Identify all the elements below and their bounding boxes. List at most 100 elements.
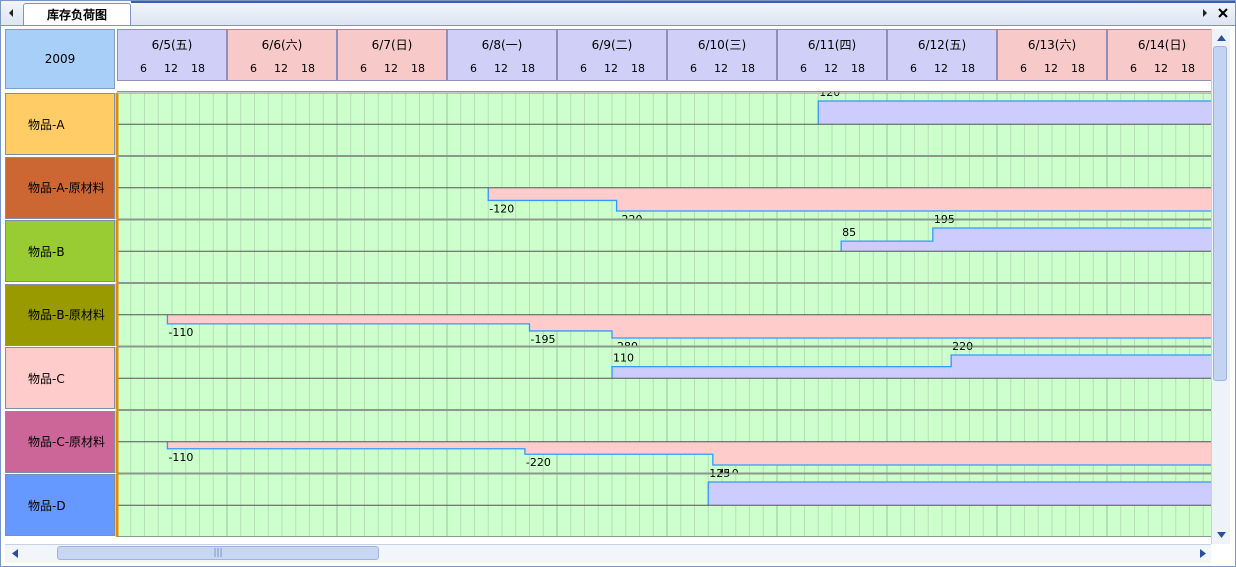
hour-tick-label: 18 (521, 62, 535, 75)
value-label: -120 (489, 202, 514, 215)
day-header-cell: 6/13(六) 6 12 18 (997, 29, 1107, 81)
hour-tick-label: 12 (604, 62, 618, 75)
day-header-cell: 6/6(六) 6 12 18 (227, 29, 337, 81)
tab-strip-accent (131, 1, 1235, 3)
day-header: 6/5(五) 6 12 18 6/6(六) 6 12 18 6/7(日) 6 12 18 6/8(一) 6… (117, 29, 1217, 83)
value-label: 85 (842, 226, 856, 239)
hour-tick-label: 18 (411, 62, 425, 75)
tab-scroll-right-icon[interactable] (1197, 5, 1213, 21)
stock-line (840, 227, 1213, 252)
row-label[interactable]: 物品-B (5, 220, 115, 282)
row-label[interactable]: 物品-C-原材料 (5, 410, 115, 473)
scroll-up-icon[interactable] (1213, 31, 1229, 45)
scroll-down-icon[interactable] (1213, 528, 1229, 542)
day-header-cell: 6/5(五) 6 12 18 (117, 29, 227, 81)
stock-bar (951, 355, 1213, 379)
stock-line (166, 441, 1213, 466)
day-label: 6/8(一) (481, 38, 523, 52)
hour-tick-label: 12 (274, 62, 288, 75)
hour-tick-label: 6 (690, 62, 697, 75)
hour-tick-label: 12 (1044, 62, 1058, 75)
row-label[interactable]: 物品-D (5, 474, 115, 536)
value-label: 110 (613, 352, 634, 365)
stock-line (487, 187, 1213, 212)
stock-bar (818, 101, 1213, 125)
tab-scroll-left-icon[interactable] (3, 5, 19, 21)
stock-bar (841, 241, 933, 252)
hour-tick-label: 18 (631, 62, 645, 75)
row-label[interactable]: 物品-A-原材料 (5, 156, 115, 219)
hour-tick-label: 6 (800, 62, 807, 75)
day-header-cell: 6/9(二) 6 12 18 (557, 29, 667, 81)
header-separator (117, 81, 1213, 92)
year-corner: 2009 (5, 29, 115, 89)
stock-line (611, 354, 1213, 379)
hour-tick-label: 6 (910, 62, 917, 75)
hour-tick-label: 6 (360, 62, 367, 75)
day-label: 6/10(三) (697, 38, 747, 52)
hour-tick-label: 12 (714, 62, 728, 75)
tab-inventory-load[interactable]: 库存负荷图 (23, 3, 131, 25)
value-label: -220 (526, 456, 551, 469)
stock-bar (167, 314, 530, 324)
hour-tick-label: 18 (741, 62, 755, 75)
hour-tick-label: 18 (1181, 62, 1195, 75)
stock-line (707, 481, 1213, 506)
hour-tick-label: 6 (140, 62, 147, 75)
day-header-cell: 6/12(五) 6 12 18 (887, 29, 997, 81)
tab-strip: 库存负荷图 (1, 1, 1235, 26)
stock-bar (167, 441, 525, 449)
day-label: 6/6(六) (261, 38, 303, 52)
hour-tick-label: 12 (934, 62, 948, 75)
stock-line (166, 314, 1213, 339)
hour-tick-label: 6 (1130, 62, 1137, 75)
vertical-scroll-thumb[interactable] (1213, 46, 1227, 381)
stock-bar (708, 482, 1213, 506)
row-label[interactable]: 物品-B-原材料 (5, 283, 115, 346)
row-label[interactable]: 物品-C (5, 347, 115, 409)
day-label: 6/9(二) (591, 38, 633, 52)
value-label: -110 (168, 326, 193, 339)
year-label: 2009 (44, 52, 76, 66)
grip-icon: ||| (213, 548, 223, 558)
stock-bar (932, 228, 1213, 252)
hour-tick-label: 6 (580, 62, 587, 75)
hour-tick-label: 12 (494, 62, 508, 75)
day-label: 6/12(五) (917, 38, 967, 52)
hour-tick-label: 18 (1071, 62, 1085, 75)
day-label: 6/7(日) (371, 38, 413, 52)
day-label: 6/13(六) (1027, 38, 1077, 52)
stock-bar (612, 366, 952, 379)
day-header-cell: 6/14(日) 6 12 18 (1107, 29, 1217, 81)
hour-tick-label: 6 (470, 62, 477, 75)
gantt-content: 120 -120 -220 85 195 -110 -195 -280 110 220 -110 -2… (5, 29, 1230, 544)
hour-tick-label: 12 (164, 62, 178, 75)
horizontal-scroll-thumb[interactable]: ||| (57, 546, 379, 560)
day-header-cell: 6/8(一) 6 12 18 (447, 29, 557, 81)
hour-tick-label: 12 (824, 62, 838, 75)
stock-bar (488, 187, 617, 201)
stock-bar (712, 441, 1213, 465)
row-label[interactable]: 物品-A (5, 93, 115, 155)
hour-tick-label: 12 (1154, 62, 1168, 75)
hour-tick-label: 18 (191, 62, 205, 75)
day-header-cell: 6/10(三) 6 12 18 (667, 29, 777, 81)
hour-tick-label: 18 (851, 62, 865, 75)
scroll-right-icon[interactable] (1195, 546, 1211, 560)
scroll-left-icon[interactable] (7, 546, 23, 560)
tab-label: 库存负荷图 (46, 8, 107, 22)
hour-tick-label: 12 (384, 62, 398, 75)
close-icon[interactable] (1215, 5, 1231, 21)
hour-tick-label: 18 (961, 62, 975, 75)
value-label: -110 (168, 451, 193, 464)
stock-bar (616, 187, 1213, 211)
day-label: 6/5(五) (151, 38, 193, 52)
hour-tick-label: 18 (301, 62, 315, 75)
stock-bar (529, 314, 612, 331)
day-header-cell: 6/11(四) 6 12 18 (777, 29, 887, 81)
day-label: 6/14(日) (1137, 38, 1187, 52)
value-label: -195 (531, 333, 556, 346)
day-header-cell: 6/7(日) 6 12 18 (337, 29, 447, 81)
